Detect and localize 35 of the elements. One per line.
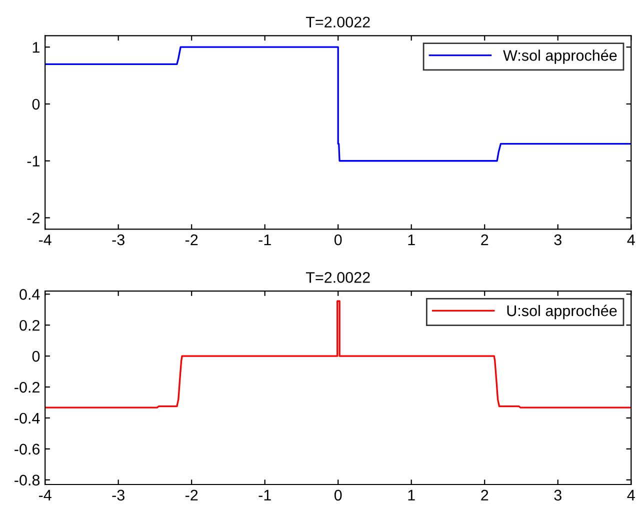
x-tick-label: 3 [554, 490, 562, 501]
line-series [45, 46, 632, 162]
chart-title: T=2.0022 [306, 16, 370, 28]
y-tick-label: 0 [32, 350, 40, 362]
y-tick-label: -1 [27, 156, 40, 166]
line-series [45, 300, 632, 408]
chart-title: T=2.0022 [306, 272, 370, 283]
x-tick-label: 3 [554, 234, 562, 246]
y-tick-label: 1 [32, 42, 40, 53]
x-tick-label: 1 [408, 490, 415, 500]
x-tick-label: 2 [481, 490, 488, 500]
x-tick-label: -2 [185, 490, 198, 500]
legend-label: W:sol approchée [503, 49, 617, 64]
x-tick-label: -1 [258, 490, 271, 500]
x-tick-label: 2 [481, 234, 488, 246]
x-tick-label: -2 [185, 234, 198, 246]
x-tick-label: 0 [334, 490, 342, 501]
y-tick-label: -2 [27, 212, 40, 224]
x-tick-label: -3 [112, 490, 124, 501]
x-tick-label: -1 [258, 234, 271, 246]
x-tick-label: -3 [112, 234, 124, 246]
x-tick-label: 4 [627, 490, 635, 500]
y-tick-label: -0.4 [14, 412, 40, 424]
x-tick-label: 1 [408, 234, 415, 246]
y-tick-label: 0 [32, 98, 40, 110]
y-tick-label: -0.2 [14, 382, 40, 393]
y-tick-label: 0.4 [20, 289, 40, 300]
x-tick-label: -4 [38, 490, 52, 500]
x-tick-label: -4 [38, 234, 52, 246]
y-tick-label: -0.8 [14, 474, 40, 486]
x-tick-label: 4 [627, 234, 635, 246]
y-tick-label: -0.6 [14, 444, 40, 455]
legend-label: U:sol approchée [507, 304, 617, 320]
y-tick-label: 0.2 [20, 320, 40, 331]
x-tick-label: 0 [334, 234, 342, 246]
